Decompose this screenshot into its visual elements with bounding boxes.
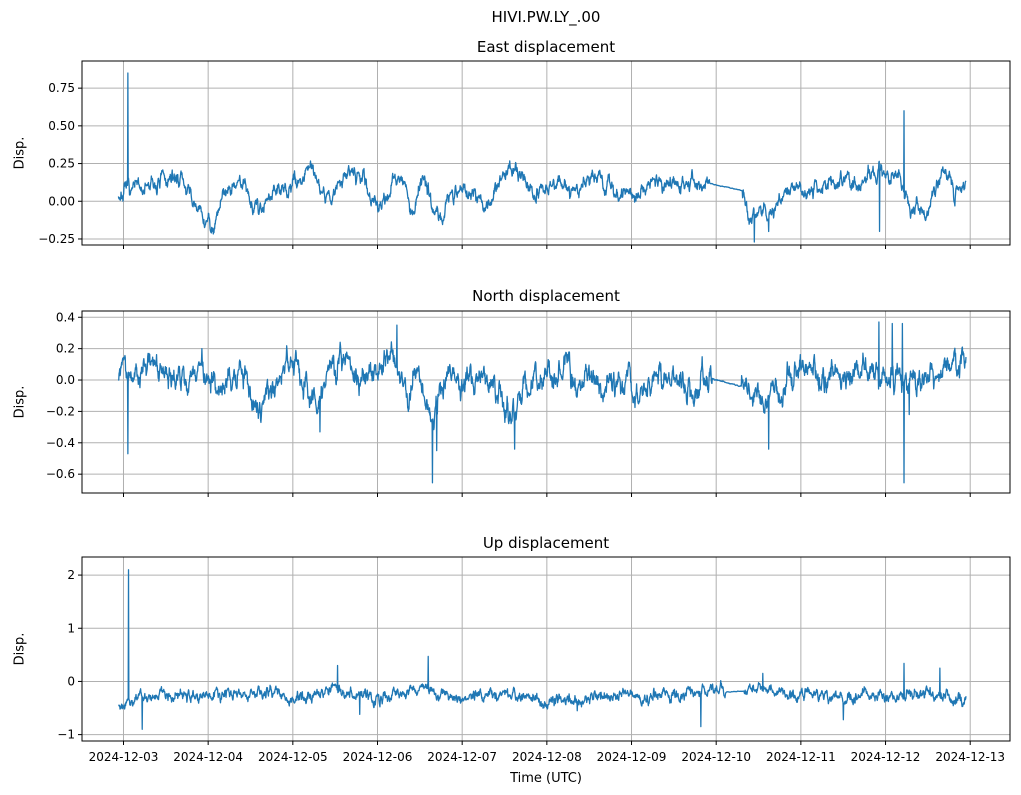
y-tick-label: 0.2 — [56, 342, 75, 356]
y-tick-label: 0.75 — [48, 81, 75, 95]
x-tick-label: 2024-12-13 — [935, 750, 1005, 764]
x-tick-label: 2024-12-03 — [89, 750, 159, 764]
y-tick-label: 0.50 — [48, 119, 75, 133]
up-plot-title: Up displacement — [482, 534, 610, 552]
subplot-up: 2024-12-03 2024-12-04 2024-12-05 2024-12-06… — [57, 556, 1011, 764]
x-axis-label: Time (UTC) — [510, 771, 582, 786]
x-tick-label: 2024-12-10 — [681, 750, 751, 764]
series-line — [117, 321, 967, 484]
subplot-east: −0.25 0.00 0.25 0.50 0.75 — [38, 60, 1011, 249]
y-tick-label: −1 — [57, 728, 75, 742]
series-line — [117, 569, 967, 730]
x-tick-label: 2024-12-11 — [766, 750, 836, 764]
y-tick-label: 0 — [67, 674, 75, 688]
subplot-north: −0.6 −0.4 −0.2 0.0 0.2 0.4 — [46, 310, 1011, 497]
y-tick-label: 0.4 — [56, 310, 75, 324]
x-tick-label: 2024-12-12 — [851, 750, 921, 764]
x-tick-label: 2024-12-08 — [512, 750, 582, 764]
y-tick-label: −0.25 — [38, 232, 75, 246]
y-tick-label: 0.25 — [48, 157, 75, 171]
y-tick-label: −0.6 — [46, 467, 75, 481]
x-tick-label: 2024-12-07 — [427, 750, 497, 764]
axes-frame — [81, 556, 1011, 742]
x-tick-label: 2024-12-05 — [258, 750, 328, 764]
y-tick-label: 0.0 — [56, 373, 75, 387]
x-tick-label: 2024-12-06 — [343, 750, 413, 764]
figure-suptitle: HIVI.PW.LY_.00 — [491, 8, 601, 26]
y-tick-label: 0.00 — [48, 194, 75, 208]
y-tick-label: −0.4 — [46, 436, 75, 450]
axes-frame — [81, 310, 1011, 494]
y-tick-label: −0.2 — [46, 404, 75, 418]
series-line — [117, 72, 967, 243]
y-tick-label: 1 — [67, 621, 75, 635]
x-tick-label: 2024-12-09 — [597, 750, 667, 764]
y-tick-label: 2 — [67, 568, 75, 582]
east-plot-title: East displacement — [476, 38, 616, 56]
north-plot-title: North displacement — [472, 287, 620, 305]
axes-frame — [81, 60, 1011, 246]
x-tick-label: 2024-12-04 — [173, 750, 243, 764]
